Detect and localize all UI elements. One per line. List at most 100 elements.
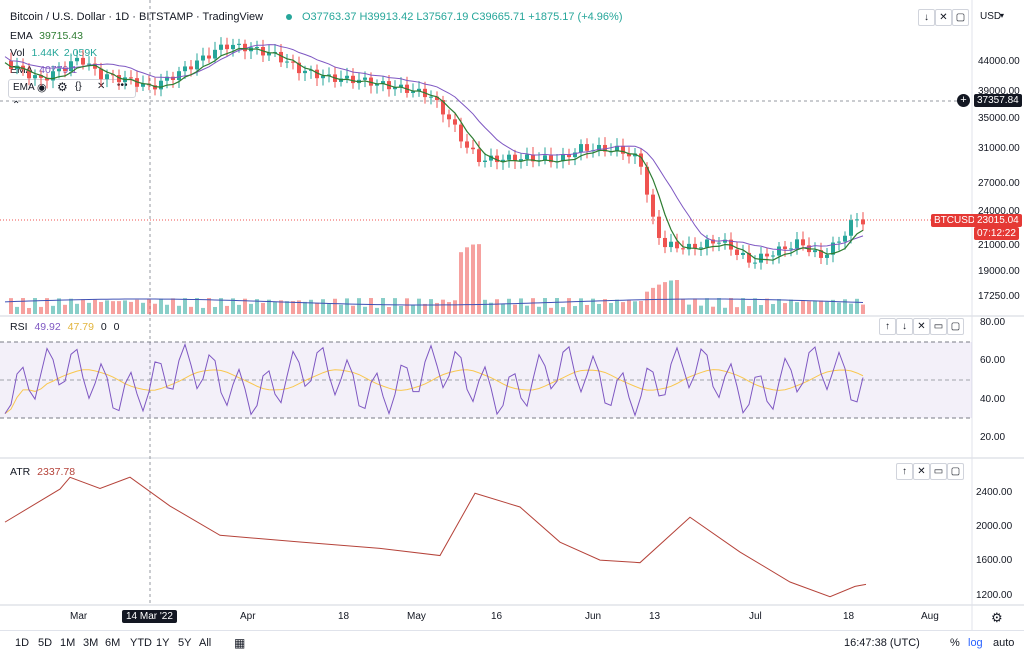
candle-body [201, 55, 205, 61]
close-pane-button[interactable]: ✕ [935, 9, 952, 26]
price-tick-label: 35000.00 [978, 113, 1020, 124]
volume-bar [225, 305, 229, 314]
candle-body [489, 155, 493, 161]
candle-body [459, 124, 463, 142]
symbol-title[interactable]: Bitcoin / U.S. Dollar · 1D · BITSTAMP · … [10, 11, 264, 23]
range-button[interactable]: 3M [83, 637, 99, 649]
volume-bar [231, 298, 235, 314]
rsi-ma-line [4, 369, 864, 415]
range-button[interactable]: 1Y [156, 637, 170, 649]
range-button[interactable]: 6M [105, 637, 121, 649]
rsi-close-button[interactable]: ✕ [913, 318, 930, 335]
range-button[interactable]: 1D [15, 637, 30, 649]
candle-body [447, 114, 451, 120]
rsi-move-down-button[interactable]: ↓ [896, 318, 913, 335]
volume-bar [267, 299, 271, 314]
candle-body [87, 63, 91, 65]
atr-tick-label: 2000.00 [976, 521, 1013, 532]
rsi-maximize-button[interactable]: ▢ [947, 318, 964, 335]
volume-bar [435, 302, 439, 314]
maximize-pane-button[interactable]: ▢ [952, 9, 969, 26]
rsi-line [4, 342, 864, 417]
atr-move-up-button[interactable]: ↑ [896, 463, 913, 480]
time-tick-label: 13 [649, 611, 661, 622]
candle-body [543, 155, 547, 161]
legend-ema-fast[interactable]: EMA 39715.43 [10, 30, 83, 42]
candle-body [819, 250, 823, 258]
range-button[interactable]: 1M [60, 637, 76, 649]
volume-bar [297, 300, 301, 314]
candle-body [801, 239, 805, 246]
volume-bar [393, 298, 397, 314]
time-tick-label: Jul [749, 611, 762, 622]
candle-body [429, 96, 433, 98]
legend-volume[interactable]: Vol 1.44K 2.059K [10, 47, 97, 59]
candle-body [9, 60, 13, 70]
clock-readout[interactable]: 16:47:38 (UTC) [844, 637, 920, 649]
collapse-legend-chevron-icon[interactable]: ⌃ [12, 100, 21, 111]
settings-gear-icon[interactable]: ⚙ [57, 80, 68, 94]
candle-body [321, 75, 325, 79]
atr-collapse-button[interactable]: ▭ [930, 463, 947, 480]
bottom-toolbar-separator [0, 630, 1024, 631]
legend-ema-fast-value: 39715.43 [39, 30, 83, 42]
atr-maximize-button[interactable]: ▢ [947, 463, 964, 480]
rsi-collapse-button[interactable]: ▭ [930, 318, 947, 335]
volume-bar [801, 300, 805, 314]
visibility-eye-icon[interactable]: ◉ [37, 82, 47, 94]
currency-selector[interactable]: USD [980, 11, 1002, 22]
legend-volume-value-2: 2.059K [63, 47, 98, 59]
candle-body [27, 69, 31, 79]
volume-ma-line [4, 298, 864, 306]
go-to-date-calendar-icon[interactable]: ▦ [234, 636, 246, 650]
candle-body [237, 43, 241, 45]
chart-settings-gear-icon[interactable]: ⚙ [991, 610, 1003, 625]
atr-label: ATR [10, 466, 31, 478]
volume-bar [261, 302, 265, 314]
volume-bar [561, 307, 565, 314]
more-options-icon[interactable]: ••• [117, 80, 128, 91]
move-down-button[interactable]: ↓ [918, 9, 935, 26]
volume-bar [693, 298, 697, 314]
candle-body [99, 68, 103, 80]
volume-bar [99, 301, 103, 314]
range-button[interactable]: 5D [38, 637, 53, 649]
volume-bar [645, 291, 649, 314]
candle-body [417, 88, 421, 92]
candle-body [669, 241, 673, 248]
volume-bar [699, 305, 703, 314]
range-button[interactable]: 5Y [178, 637, 192, 649]
auto-scale-toggle[interactable]: auto [993, 637, 1015, 649]
volume-bar [555, 298, 559, 314]
range-button[interactable]: All [199, 637, 212, 649]
candle-body [501, 159, 505, 163]
price-tick-label: 19000.00 [978, 266, 1020, 277]
candle-body [279, 51, 283, 63]
rsi-move-up-button[interactable]: ↑ [879, 318, 896, 335]
currency-chevron-icon[interactable]: ▾ [1000, 11, 1005, 20]
time-tick-label: 18 [338, 611, 350, 622]
candle-body [165, 76, 169, 81]
candle-body [771, 255, 775, 257]
volume-bar [33, 298, 37, 314]
candle-body [549, 155, 553, 163]
rsi-legend[interactable]: RSI 49.92 47.79 0 0 [10, 321, 119, 333]
volume-bar [843, 299, 847, 314]
candle-body [687, 243, 691, 250]
price-tick-label: 31000.00 [978, 143, 1020, 154]
volume-bar [465, 247, 469, 314]
atr-legend[interactable]: ATR 2337.78 [10, 466, 75, 478]
percent-scale-toggle[interactable]: % [950, 637, 960, 649]
volume-bar [747, 306, 751, 314]
source-code-icon[interactable]: {} [75, 81, 82, 92]
log-scale-toggle[interactable]: log [968, 637, 983, 649]
atr-value: 2337.78 [37, 466, 76, 478]
range-button[interactable]: YTD [130, 637, 152, 649]
candle-body [651, 194, 655, 217]
crosshair-add-icon[interactable]: + [957, 94, 970, 107]
price-tick-label: 17250.00 [978, 291, 1020, 302]
volume-bar [585, 304, 589, 314]
atr-close-button[interactable]: ✕ [913, 463, 930, 480]
candle-body [513, 154, 517, 162]
